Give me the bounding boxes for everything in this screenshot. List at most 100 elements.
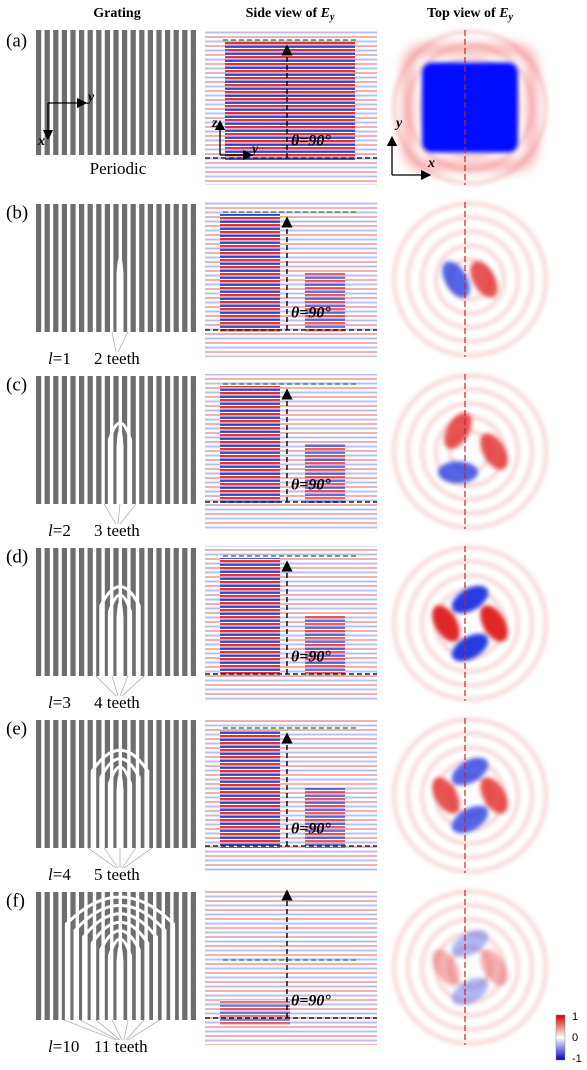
teeth-caption: 11 teeth bbox=[94, 1037, 148, 1056]
grating-tooth bbox=[139, 204, 145, 332]
grating-tooth bbox=[165, 376, 171, 504]
grating-tooth bbox=[122, 892, 128, 1020]
axis-label: z bbox=[211, 116, 218, 131]
grating-tooth bbox=[139, 376, 145, 504]
grating-caption: l=4 bbox=[48, 865, 71, 884]
grating-tooth bbox=[113, 892, 119, 1020]
grating-tooth bbox=[53, 376, 59, 504]
grating-tooth bbox=[79, 892, 85, 1020]
grating-tooth bbox=[122, 548, 128, 676]
grating-fork bbox=[107, 593, 133, 676]
teeth-indicator bbox=[63, 1019, 117, 1041]
grating-tooth bbox=[165, 892, 171, 1020]
panel-label: (f) bbox=[6, 890, 25, 911]
top-view-ring bbox=[392, 545, 548, 702]
grating-tooth bbox=[87, 204, 93, 332]
grating-tooth bbox=[53, 892, 59, 1020]
grating-fork bbox=[107, 937, 133, 1020]
l-symbol: l bbox=[48, 349, 53, 368]
grating-tooth bbox=[96, 204, 102, 332]
grating-tooth bbox=[182, 30, 188, 155]
colorbar-tick-label: -1 bbox=[572, 1053, 582, 1065]
grating-tooth bbox=[165, 548, 171, 676]
grating-fork bbox=[107, 421, 133, 504]
header-symbol: E bbox=[498, 6, 508, 21]
grating-tooth bbox=[70, 720, 76, 848]
top-view-lobe bbox=[442, 261, 470, 298]
grating-tooth bbox=[182, 376, 188, 504]
l-value: =10 bbox=[53, 1037, 80, 1056]
grating-tooth bbox=[182, 548, 188, 676]
top-view-lobe bbox=[451, 805, 489, 834]
grating-tooth bbox=[130, 376, 136, 504]
teeth-indicator bbox=[87, 847, 117, 869]
top-view-lobe bbox=[451, 633, 489, 662]
side-view-field bbox=[305, 616, 345, 676]
l-value: =1 bbox=[53, 349, 71, 368]
panel-row: (e) l=4 5 teeth θ=90° bbox=[6, 717, 555, 884]
grating-tooth bbox=[44, 204, 50, 332]
top-view-ring bbox=[406, 559, 534, 688]
panel-label: (a) bbox=[6, 30, 27, 51]
grating-tooth bbox=[96, 376, 102, 504]
top-view-lobe bbox=[432, 949, 460, 986]
grating-tooth bbox=[36, 376, 42, 504]
teeth-indicator bbox=[119, 675, 129, 697]
top-view-ring bbox=[392, 29, 548, 186]
top-view-lobe bbox=[470, 261, 498, 298]
top-view-field bbox=[405, 46, 535, 169]
grating-tooth bbox=[190, 204, 196, 332]
grating-tooth bbox=[61, 204, 67, 332]
grating-tooth bbox=[190, 30, 196, 155]
l-symbol: l bbox=[48, 693, 53, 712]
top-view-lobe bbox=[480, 777, 508, 814]
grating-fork bbox=[90, 748, 150, 848]
teeth-indicator bbox=[119, 503, 137, 525]
grating-tooth bbox=[190, 720, 196, 848]
teeth-indicator bbox=[111, 331, 117, 353]
panel-label: (c) bbox=[6, 374, 27, 395]
side-view-field bbox=[220, 1000, 290, 1025]
teeth-indicator bbox=[117, 331, 129, 353]
grating-tooth bbox=[173, 892, 179, 1020]
grating-tooth bbox=[70, 204, 76, 332]
teeth-indicator bbox=[103, 503, 117, 525]
teeth-indicator bbox=[111, 675, 119, 697]
grating-tooth bbox=[104, 892, 110, 1020]
grating-tooth bbox=[173, 376, 179, 504]
grating-tooth bbox=[147, 548, 153, 676]
grating-tooth bbox=[96, 30, 102, 155]
grating-tooth bbox=[104, 204, 110, 332]
grating-fork bbox=[116, 773, 124, 848]
grating-tooth bbox=[70, 548, 76, 676]
grating-tooth bbox=[139, 548, 145, 676]
grating-tooth bbox=[104, 30, 110, 155]
teeth-caption: 4 teeth bbox=[94, 693, 140, 712]
grating-fork bbox=[99, 929, 141, 1020]
grating-fork bbox=[73, 904, 167, 1020]
grating-tooth bbox=[104, 720, 110, 848]
grating-caption: l=10 bbox=[48, 1037, 79, 1056]
grating-fork bbox=[64, 895, 176, 1020]
header: Side view of Ey bbox=[246, 6, 335, 23]
top-view-lobe bbox=[438, 461, 478, 484]
axis-label: y bbox=[250, 142, 259, 157]
axis-label: y bbox=[394, 116, 403, 131]
grating-tooth bbox=[87, 720, 93, 848]
side-view-field bbox=[305, 272, 345, 332]
grating-tooth bbox=[87, 376, 93, 504]
teeth-indicator bbox=[79, 1019, 119, 1041]
top-view-lobe bbox=[432, 605, 460, 642]
top-view-bg bbox=[385, 202, 555, 357]
grating-tooth bbox=[61, 548, 67, 676]
teeth-indicator bbox=[125, 1019, 145, 1041]
teeth-indicator bbox=[117, 503, 121, 525]
side-view-field bbox=[220, 558, 280, 676]
top-view-ring bbox=[420, 401, 520, 502]
grating-tooth bbox=[173, 548, 179, 676]
grating-tooth bbox=[130, 720, 136, 848]
grating-tooth bbox=[182, 204, 188, 332]
grating-tooth bbox=[87, 30, 93, 155]
top-view-lobe bbox=[480, 433, 508, 470]
